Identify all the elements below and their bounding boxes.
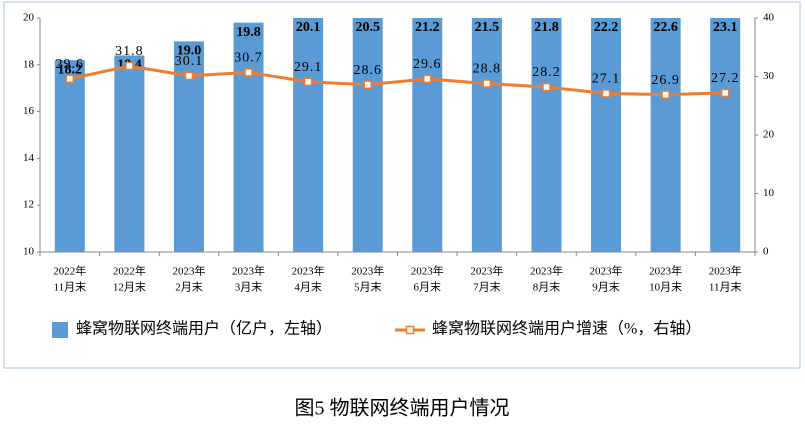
y-tick-label: 20 [23, 12, 35, 24]
bar-label: 23.1 [713, 20, 738, 35]
y-tick-label: 18 [23, 58, 35, 70]
line-marker [125, 61, 134, 71]
x-tick-label: 2月末 [175, 280, 203, 294]
legend-label: 蜂窝物联网终端用户（亿户，左轴） [76, 320, 332, 338]
bar-label: 19.8 [236, 25, 261, 40]
bar-label: 21.5 [475, 20, 500, 35]
y2-tick-label: 40 [763, 12, 775, 24]
y2-tick-label: 20 [763, 129, 775, 141]
x-tick-label: 9月末 [592, 280, 620, 294]
x-tick-label: 2023年 [232, 264, 265, 278]
line-marker [720, 88, 730, 98]
y-tick-label: 14 [23, 152, 35, 164]
x-tick-label: 8月末 [533, 280, 561, 294]
line-label: 26.9 [651, 73, 680, 88]
bar-label: 22.2 [594, 20, 619, 35]
bar-label: 19.0 [177, 44, 202, 59]
line-label: 30.1 [175, 54, 204, 69]
x-tick-label: 4月末 [294, 280, 322, 294]
line-marker [482, 79, 492, 88]
x-tick-label: 2023年 [411, 264, 444, 278]
line-label: 27.2 [711, 71, 740, 86]
line-label: 28.6 [353, 63, 382, 78]
x-tick-label: 12月末 [113, 280, 146, 294]
bar [54, 60, 85, 252]
x-tick-label: 11月末 [53, 280, 86, 294]
x-tick-label: 6月末 [414, 280, 442, 294]
bar [114, 55, 145, 252]
line [69, 64, 726, 97]
x-tick-label: 7月末 [473, 280, 501, 294]
line-label: 27.1 [592, 72, 621, 87]
bar-label: 21.8 [534, 20, 559, 35]
x-tick-label: 2023年 [351, 264, 384, 278]
x-tick-label: 3月末 [235, 280, 263, 294]
x-tick-label: 2023年 [292, 264, 325, 278]
bar-label: 20.5 [355, 20, 380, 35]
x-tick-label: 11月末 [709, 280, 742, 294]
line-marker [303, 77, 313, 87]
legend-label: 蜂窝物联网终端用户增速（%，右轴） [432, 320, 701, 338]
x-tick-label: 2023年 [649, 264, 682, 278]
line-marker [244, 68, 253, 77]
line-marker [184, 71, 194, 81]
line-label: 29.6 [413, 57, 442, 72]
y2-tick-label: 0 [763, 246, 769, 258]
bar [710, 18, 741, 252]
bar-label: 22.6 [653, 20, 678, 35]
x-tick-label: 10月末 [649, 280, 682, 294]
line-label: 30.7 [234, 51, 263, 66]
frame [3, 1, 801, 369]
bar [412, 18, 443, 252]
x-tick-label: 2023年 [470, 264, 503, 278]
y2-tick-label: 10 [763, 187, 775, 199]
line-label: 29.1 [294, 60, 323, 75]
bar [591, 18, 622, 252]
line-marker [65, 74, 75, 84]
bar [650, 18, 681, 252]
x-tick-label: 2023年 [709, 264, 742, 278]
x-tick-label: 2022年 [53, 264, 86, 278]
bar [293, 18, 324, 252]
bar [352, 18, 383, 252]
line-label: 28.2 [532, 65, 561, 80]
y-tick-label: 10 [23, 246, 35, 258]
x-tick-label: 2022年 [113, 264, 146, 278]
bar-label: 20.1 [296, 20, 321, 35]
x-tick-label: 2023年 [172, 264, 205, 278]
x-tick-label: 2023年 [530, 264, 563, 278]
line-marker [542, 82, 551, 92]
x-tick-label: 5月末 [354, 280, 382, 294]
y-tick-label: 12 [23, 199, 34, 211]
line-label: 28.8 [473, 62, 502, 77]
caption: 图5 物联网终端用户情况 [295, 397, 510, 420]
bar-label: 18.2 [58, 62, 83, 77]
line-label: 29.6 [56, 57, 85, 72]
bar [233, 22, 264, 252]
legend-swatch [52, 322, 68, 338]
y-tick-label: 16 [23, 105, 35, 117]
y2-tick-label: 30 [763, 70, 775, 82]
bar [471, 18, 502, 252]
legend-swatch [405, 325, 415, 335]
line-marker [661, 90, 670, 99]
bar [531, 18, 562, 252]
line-marker [423, 74, 432, 84]
line-marker [601, 89, 611, 98]
plot-area [54, 18, 741, 252]
x-tick-label: 2023年 [590, 264, 623, 278]
bar-label: 21.2 [415, 20, 440, 35]
line-label: 31.8 [115, 44, 144, 59]
line-marker [363, 80, 372, 89]
